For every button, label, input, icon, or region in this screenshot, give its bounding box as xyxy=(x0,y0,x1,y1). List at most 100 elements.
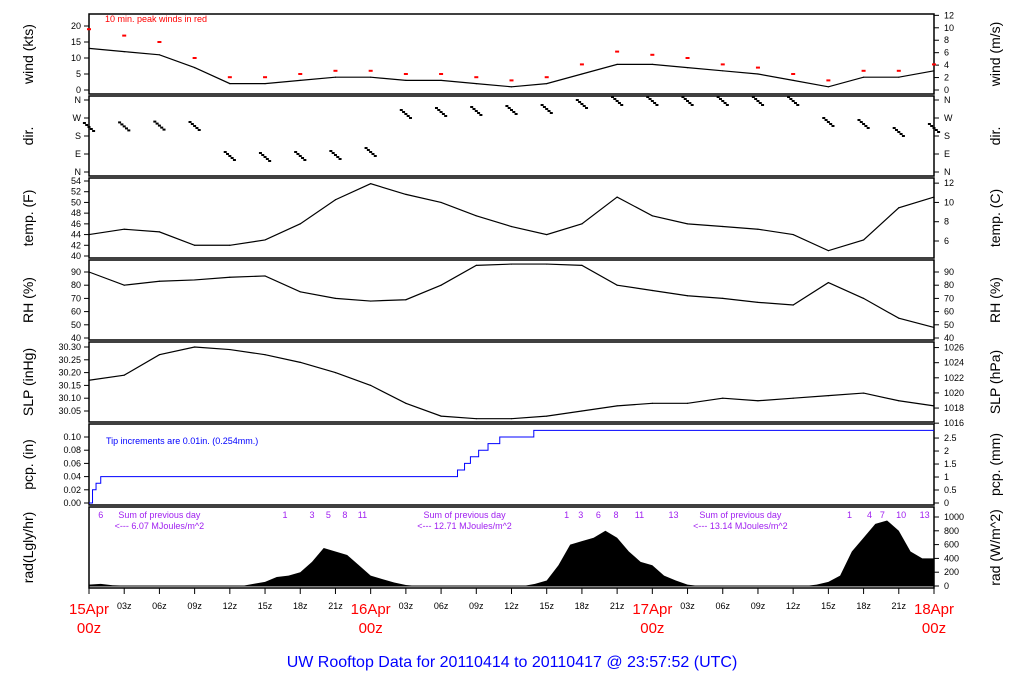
wind-point xyxy=(440,79,442,81)
rh-point xyxy=(194,279,196,281)
dir-point xyxy=(540,104,544,106)
dir-point xyxy=(193,125,197,127)
ytick-right-label: 1000 xyxy=(944,512,964,522)
temp-frame xyxy=(88,177,935,259)
dir-point xyxy=(406,115,410,117)
rad-area xyxy=(89,520,934,586)
dir-point xyxy=(263,156,267,158)
peak-wind-mark xyxy=(368,69,373,72)
dir-point xyxy=(371,153,375,155)
rad-hour-mark: 13 xyxy=(920,510,930,520)
slp-point xyxy=(334,372,337,374)
rad-hour-mark: 8 xyxy=(342,510,347,520)
rh-point xyxy=(686,295,689,297)
peak-wind-mark xyxy=(755,66,760,69)
ytick-right-label: 2.5 xyxy=(944,433,957,443)
dir-point xyxy=(686,100,690,102)
dir-point xyxy=(258,152,262,154)
rad-ylabel: rad(Lgly/hr) xyxy=(20,512,36,584)
ytick-label: 30.10 xyxy=(58,393,81,403)
ytick-label: 48 xyxy=(71,208,81,218)
dir-point xyxy=(751,96,755,98)
dir-point xyxy=(791,100,795,102)
slp-point xyxy=(933,405,935,407)
slp-point xyxy=(229,348,231,351)
dir-point xyxy=(268,160,272,162)
rh-point xyxy=(334,297,337,299)
peak-wind-mark xyxy=(192,57,197,59)
dir-point xyxy=(683,98,687,100)
ytick-label: 90 xyxy=(71,267,81,277)
dir-point xyxy=(122,125,126,128)
peak-wind-mark xyxy=(861,69,866,72)
wind-annotation: 10 min. peak winds in red xyxy=(105,14,207,24)
temp-point xyxy=(475,215,477,217)
slp-point xyxy=(827,395,829,397)
dir-point xyxy=(296,153,300,155)
rh-point xyxy=(88,271,90,273)
ytick-right-label: 0 xyxy=(944,498,949,508)
ytick-label: E xyxy=(75,149,81,159)
dir-point xyxy=(650,100,654,102)
dir-point xyxy=(402,111,406,113)
temp-point xyxy=(229,244,231,246)
rad-hour-mark: 4 xyxy=(867,510,872,520)
daily-sum-label: Sum of previous day xyxy=(118,510,201,520)
slp-point xyxy=(123,374,125,376)
ytick-right-label: 1022 xyxy=(944,373,964,383)
pcp-series-line xyxy=(89,429,934,504)
rh-point xyxy=(229,276,231,278)
dir-point xyxy=(298,155,302,157)
rh-point xyxy=(264,275,266,277)
dir-point xyxy=(373,155,377,157)
xtick-day-hour: 00z xyxy=(359,620,383,637)
temp-point xyxy=(440,201,442,204)
temp-point xyxy=(158,231,161,233)
ytick-right-label: 1020 xyxy=(944,388,964,398)
slp-point xyxy=(792,397,794,399)
dir-point xyxy=(894,129,898,131)
dir-point xyxy=(897,131,901,133)
temp-point xyxy=(299,223,301,225)
dir-point xyxy=(120,123,124,126)
slp-point xyxy=(898,400,900,402)
ytick-right-label: N xyxy=(944,95,951,105)
ytick-right-label: 1018 xyxy=(944,403,964,413)
dir-point xyxy=(190,123,194,125)
dir-point xyxy=(338,158,342,160)
dir-point xyxy=(369,151,373,153)
slp-point xyxy=(299,361,301,363)
slp-point xyxy=(158,354,161,356)
temp-series-line xyxy=(88,183,935,252)
ytick-right-label: 40 xyxy=(944,333,954,343)
wind-point xyxy=(898,76,900,78)
wind-ylabel-right: wind (m/s) xyxy=(987,22,1003,88)
wind-frame xyxy=(88,13,935,95)
rad-hour-mark: 7 xyxy=(880,510,885,520)
ytick-right-label: W xyxy=(944,113,953,123)
dir-point xyxy=(866,127,870,129)
rh-point xyxy=(898,317,900,319)
peak-wind-mark xyxy=(685,57,690,59)
dir-point xyxy=(718,98,722,100)
pcp-ylabel-right: pcp. (mm) xyxy=(987,433,1003,496)
dir-point xyxy=(934,129,938,131)
dir-point xyxy=(153,120,157,123)
temp-point xyxy=(264,239,266,241)
temp-point xyxy=(546,233,548,236)
dir-point xyxy=(826,121,830,123)
slp-point xyxy=(510,418,513,420)
dir-point xyxy=(932,127,936,129)
ytick-label: 52 xyxy=(71,187,81,197)
dir-point xyxy=(477,112,481,114)
wind-point xyxy=(510,86,513,88)
wind-point xyxy=(722,70,724,72)
peak-wind-mark xyxy=(122,34,127,37)
rad-hour-mark: 3 xyxy=(309,510,314,520)
rad-frame xyxy=(88,506,935,589)
peak-wind-mark xyxy=(791,73,796,75)
xtick-label: 21z xyxy=(328,601,343,611)
ytick-label: 0.06 xyxy=(63,458,81,468)
temp-point xyxy=(722,225,724,228)
ytick-label: 30.15 xyxy=(58,380,81,390)
